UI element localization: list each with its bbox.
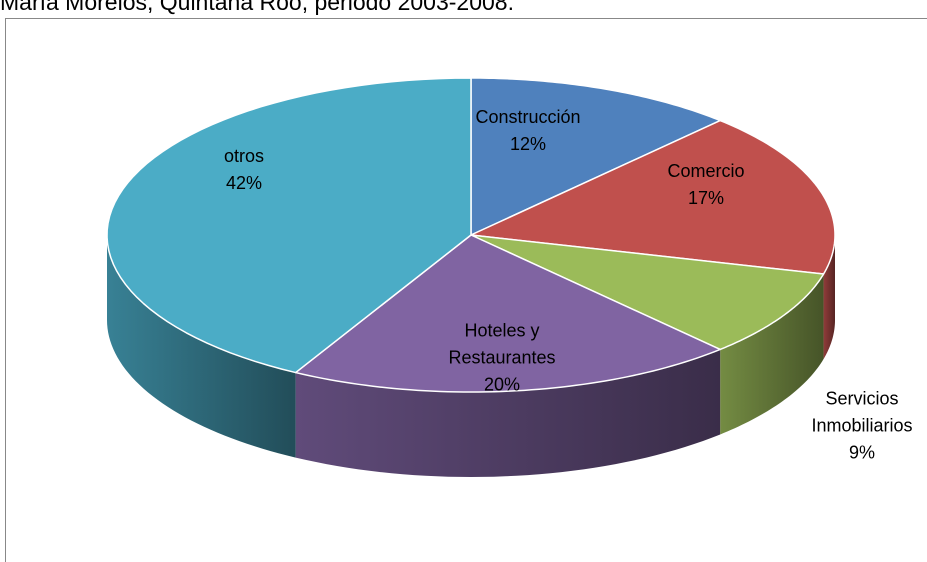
category-label: otros [223,146,265,166]
value-label: 12% [509,134,547,154]
slice [470,77,721,236]
chart-frame [5,18,927,562]
value-label: 9% [848,442,875,463]
slice-side [295,349,721,477]
category-label: Hoteles y Restaurantes [448,320,556,368]
category-label: Construcción [475,107,581,127]
value-label: 17% [687,188,725,208]
data-label: Construcción 12% [438,104,618,158]
slice [106,77,472,374]
value-label: 20% [483,374,521,395]
category-label: Servicios Inmobiliarios [811,388,913,436]
data-label: Comercio 17% [636,158,776,212]
slice-side [107,235,296,458]
slice [294,234,721,393]
slice-side [720,274,824,435]
data-label: Servicios Inmobiliarios 9% [787,386,927,467]
slice [470,119,836,275]
category-label: Comercio [667,161,745,181]
data-label: Hoteles y Restaurantes 20% [417,318,587,399]
slice [470,234,825,351]
value-label: 42% [225,173,263,193]
slice-side [823,235,835,360]
chart-title: María Morelos, Quintana Roo, periodo 200… [0,0,514,15]
data-label: otros 42% [194,143,294,197]
